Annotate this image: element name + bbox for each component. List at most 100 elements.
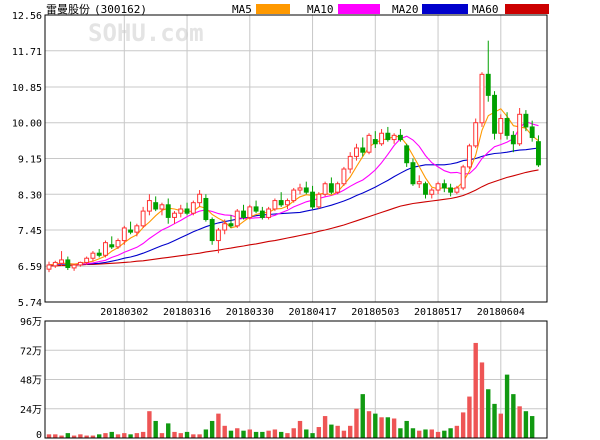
- candle-body: [303, 187, 309, 193]
- candle: [429, 187, 435, 199]
- candle: [278, 192, 284, 207]
- candle: [59, 251, 64, 266]
- volume-bar: [517, 406, 522, 438]
- candle: [285, 198, 290, 209]
- candle-body: [372, 139, 378, 145]
- volume-bar: [322, 416, 328, 438]
- candle: [504, 112, 510, 140]
- price-panel-frame: [44, 14, 548, 303]
- legend-ma60-label: MA60: [472, 3, 499, 16]
- candle: [354, 143, 359, 161]
- volume-bar: [172, 431, 177, 438]
- candle-body: [510, 134, 516, 145]
- candle-body: [121, 227, 127, 242]
- chart-header: 雷曼股份 (300162) MA5 MA10 MA20 MA60: [46, 3, 549, 16]
- candle-body: [536, 141, 541, 166]
- volume-bar: [260, 431, 265, 438]
- candle: [523, 110, 529, 132]
- volume-bar: [417, 430, 422, 438]
- candle: [77, 261, 83, 267]
- candle: [266, 206, 272, 220]
- candle: [297, 183, 303, 195]
- candle-body: [310, 191, 315, 208]
- candle: [172, 211, 177, 224]
- candle-body: [90, 252, 96, 259]
- candle-body: [335, 183, 341, 193]
- volume-bar: [304, 429, 309, 438]
- volume-tick-label: 48万: [20, 376, 42, 387]
- volume-bar: [297, 420, 303, 438]
- candle: [479, 72, 485, 127]
- candle: [410, 158, 416, 186]
- price-tick-label: 5.74: [18, 298, 42, 309]
- candle: [234, 208, 240, 228]
- candle-body: [134, 225, 140, 233]
- candle-body: [172, 212, 177, 218]
- volume-bar: [429, 429, 434, 438]
- volume-bar: [354, 408, 359, 438]
- volume-bar: [529, 416, 535, 438]
- date-tick-label: 20180417: [288, 307, 336, 318]
- candle: [335, 181, 341, 195]
- candle-body: [266, 208, 272, 218]
- volume-bar: [209, 420, 215, 438]
- candle-body: [247, 206, 253, 218]
- legend-ma60-swatch: [505, 4, 549, 14]
- volume-bar: [159, 433, 165, 438]
- candle: [473, 118, 479, 148]
- volume-bar: [266, 430, 271, 438]
- date-tick-label: 20180517: [414, 307, 462, 318]
- sohu-watermark: SOHU.com: [88, 19, 204, 47]
- ma10-line: [48, 120, 539, 266]
- volume-bar: [222, 425, 227, 438]
- candle-body: [178, 208, 184, 214]
- candle-body: [77, 261, 83, 266]
- candle-body: [341, 168, 347, 185]
- volume-bar: [291, 428, 296, 438]
- candle-body: [65, 259, 71, 268]
- volume-bar: [90, 435, 96, 438]
- candle: [52, 260, 58, 268]
- candle: [517, 108, 523, 146]
- date-tick-label: 20180316: [163, 307, 211, 318]
- volume-tick-label: 0: [36, 430, 42, 440]
- candle-body: [435, 183, 441, 191]
- candle-body: [347, 155, 353, 170]
- volume-bar: [498, 413, 503, 438]
- volume-bar: [454, 425, 460, 438]
- candle-body: [379, 132, 385, 145]
- candle: [404, 143, 410, 167]
- legend-ma10-label: MA10: [307, 3, 334, 16]
- volume-axis-ticks: 96万 72万 48万 24万 0: [20, 317, 42, 440]
- candle: [222, 219, 228, 235]
- candle-body: [391, 134, 397, 141]
- volume-bar: [228, 430, 234, 438]
- date-tick-label: 20180302: [100, 307, 148, 318]
- volume-bar: [373, 413, 378, 438]
- candle: [159, 202, 165, 216]
- candle-body: [322, 183, 328, 195]
- candle: [316, 192, 322, 209]
- candle: [529, 120, 535, 142]
- candle: [466, 143, 472, 170]
- candle: [272, 198, 278, 212]
- volume-bar: [53, 434, 58, 438]
- candle: [397, 129, 403, 142]
- candle-body: [485, 73, 491, 96]
- volume-bar: [109, 431, 114, 438]
- candle: [385, 126, 391, 142]
- candle-body: [165, 204, 171, 218]
- stock-name: 雷曼股份: [46, 3, 90, 16]
- legend-ma20-label: MA20: [392, 3, 419, 16]
- volume-bar: [191, 434, 196, 438]
- price-tick-label: 12.56: [12, 11, 42, 22]
- candle: [115, 238, 121, 249]
- candle-body: [52, 261, 58, 267]
- volume-panel-frame: [44, 320, 548, 439]
- volume-bar: [366, 411, 372, 438]
- candle: [460, 164, 466, 191]
- candle: [209, 217, 215, 245]
- candle: [328, 177, 334, 195]
- volume-bar: [504, 374, 510, 438]
